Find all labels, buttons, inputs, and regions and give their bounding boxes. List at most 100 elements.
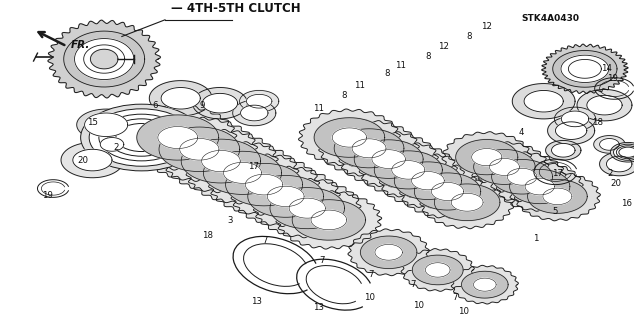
Text: 7: 7 [368, 271, 374, 279]
Text: 7: 7 [452, 293, 458, 302]
Ellipse shape [616, 146, 639, 159]
Ellipse shape [81, 104, 202, 171]
Polygon shape [568, 59, 602, 78]
Text: 2: 2 [113, 143, 118, 152]
Polygon shape [161, 87, 200, 109]
Polygon shape [61, 142, 124, 178]
Polygon shape [414, 173, 481, 210]
Polygon shape [607, 156, 632, 172]
Polygon shape [524, 90, 563, 112]
Polygon shape [509, 169, 570, 204]
Polygon shape [225, 163, 303, 206]
Text: 11: 11 [395, 62, 406, 70]
Text: 19: 19 [607, 74, 618, 83]
Polygon shape [91, 50, 118, 68]
Polygon shape [90, 49, 118, 69]
Text: — 4TH-5TH CLUTCH: — 4TH-5TH CLUTCH [171, 2, 301, 15]
Ellipse shape [108, 119, 175, 156]
Polygon shape [435, 184, 500, 221]
Text: 7: 7 [262, 236, 268, 245]
Polygon shape [352, 139, 386, 158]
Text: STK4A0430: STK4A0430 [521, 14, 579, 23]
Text: 20: 20 [611, 179, 621, 188]
Polygon shape [548, 117, 595, 145]
Polygon shape [186, 142, 299, 204]
Polygon shape [319, 120, 419, 176]
Polygon shape [334, 129, 404, 168]
Text: 13: 13 [312, 303, 324, 312]
Polygon shape [276, 191, 381, 249]
Polygon shape [137, 115, 219, 160]
Text: 6: 6 [152, 101, 158, 110]
Polygon shape [268, 186, 304, 206]
Text: 8: 8 [342, 91, 348, 100]
Text: 15: 15 [87, 118, 98, 127]
Polygon shape [348, 229, 429, 276]
Polygon shape [374, 151, 442, 189]
Polygon shape [180, 138, 219, 160]
Text: 20: 20 [77, 156, 88, 165]
Polygon shape [525, 178, 554, 195]
Text: 1: 1 [533, 234, 539, 243]
Polygon shape [339, 131, 438, 187]
Text: 10: 10 [413, 301, 424, 310]
Polygon shape [431, 182, 463, 201]
Ellipse shape [611, 142, 640, 162]
Text: 18: 18 [202, 231, 212, 240]
Text: 7: 7 [319, 256, 324, 265]
Polygon shape [100, 137, 124, 151]
Polygon shape [401, 249, 474, 291]
Polygon shape [246, 94, 272, 108]
Text: 17: 17 [552, 169, 563, 178]
Polygon shape [253, 179, 361, 238]
Polygon shape [77, 109, 136, 140]
Polygon shape [204, 151, 282, 194]
Text: FR.: FR. [71, 40, 90, 50]
Polygon shape [400, 165, 495, 218]
Text: 4: 4 [518, 128, 524, 137]
Polygon shape [193, 87, 248, 119]
Polygon shape [48, 20, 161, 98]
Polygon shape [241, 105, 268, 121]
Polygon shape [292, 200, 365, 240]
Polygon shape [474, 278, 496, 291]
Polygon shape [490, 159, 520, 175]
Text: 10: 10 [458, 307, 468, 316]
Text: 12: 12 [481, 22, 492, 31]
Polygon shape [359, 142, 458, 197]
Polygon shape [442, 132, 532, 182]
Polygon shape [478, 152, 566, 202]
Polygon shape [231, 166, 340, 226]
Polygon shape [527, 179, 588, 213]
Ellipse shape [99, 114, 184, 161]
Polygon shape [587, 95, 622, 115]
Polygon shape [412, 172, 444, 190]
Text: 17: 17 [248, 162, 259, 171]
Text: 18: 18 [592, 118, 603, 127]
Polygon shape [451, 193, 483, 211]
Text: 8: 8 [384, 69, 390, 78]
Ellipse shape [614, 144, 640, 160]
Polygon shape [360, 236, 417, 269]
Polygon shape [492, 160, 552, 194]
Text: 8: 8 [467, 32, 472, 41]
Polygon shape [412, 255, 463, 285]
Polygon shape [600, 152, 639, 176]
Text: 12: 12 [438, 42, 449, 51]
Polygon shape [561, 111, 589, 127]
Polygon shape [209, 154, 319, 215]
Polygon shape [546, 140, 581, 160]
Polygon shape [118, 105, 237, 170]
Polygon shape [456, 139, 518, 175]
Polygon shape [164, 130, 278, 193]
Polygon shape [354, 140, 423, 178]
Polygon shape [461, 271, 508, 298]
Text: 5: 5 [553, 207, 558, 216]
Polygon shape [420, 176, 515, 229]
Polygon shape [202, 150, 240, 172]
Polygon shape [223, 162, 262, 183]
Text: 11: 11 [354, 81, 365, 90]
Polygon shape [270, 188, 344, 229]
Polygon shape [149, 81, 212, 116]
Polygon shape [233, 100, 276, 126]
